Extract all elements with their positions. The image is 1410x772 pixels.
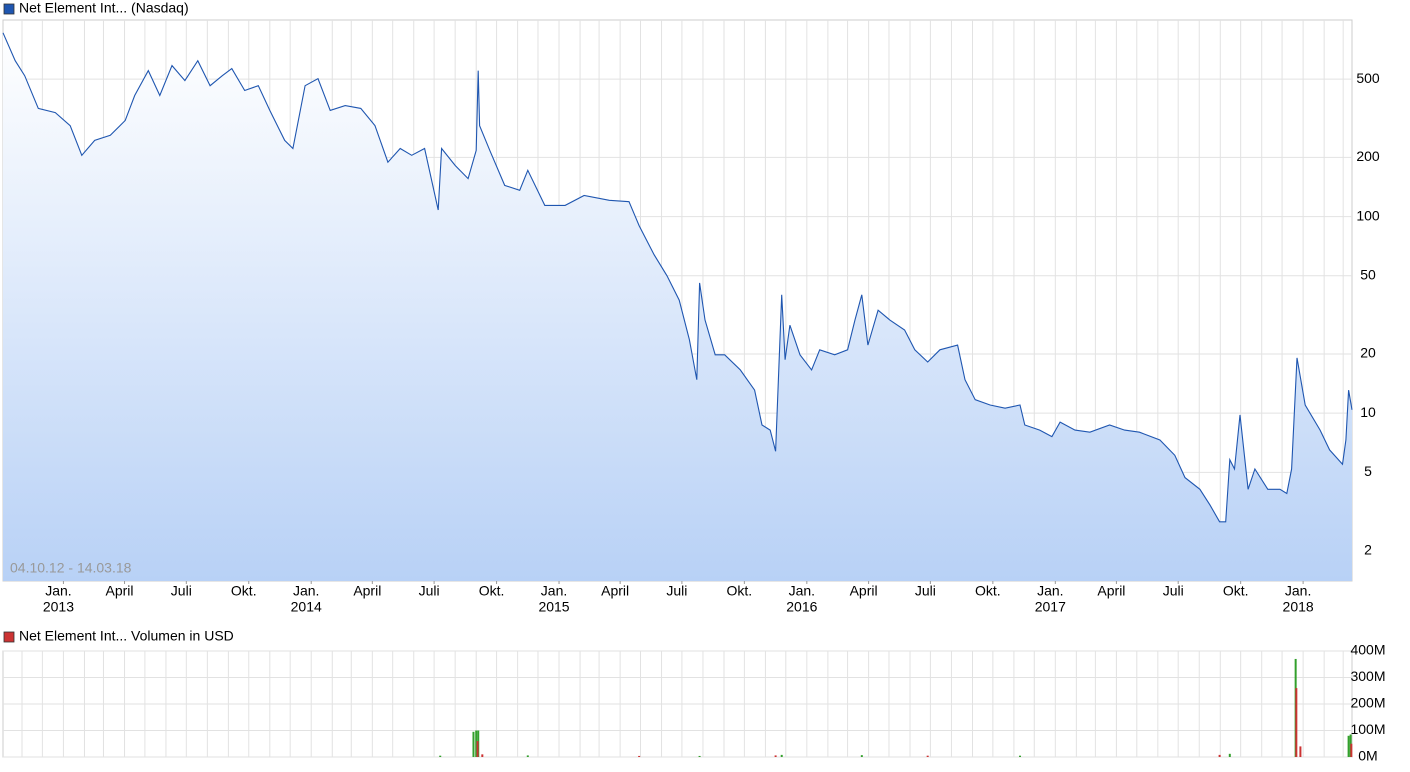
x-tick-label: April — [601, 583, 629, 599]
x-tick-label: April — [106, 583, 134, 599]
x-tick-label: Okt. — [479, 583, 505, 599]
x-tick-label: Jan. — [293, 583, 319, 599]
y-tick-label: 200 — [1356, 148, 1380, 164]
x-year-label: 2015 — [538, 599, 569, 615]
x-tick-label: Juli — [419, 583, 440, 599]
x-year-label: 2013 — [43, 599, 74, 615]
volume-bar — [774, 755, 777, 757]
volume-bar — [638, 755, 641, 757]
volume-bar — [926, 755, 929, 757]
y-tick-label: 2 — [1364, 541, 1372, 557]
volume-bar — [481, 754, 484, 757]
volume-bar — [526, 755, 529, 757]
x-tick-label: Jan. — [1285, 583, 1311, 599]
volume-bar — [1228, 753, 1231, 757]
y-tick-label: 5 — [1364, 463, 1372, 479]
y-tick-label: 50 — [1360, 266, 1376, 282]
y-tick-label: 500 — [1356, 70, 1380, 86]
y-tick-label: 300M — [1350, 668, 1385, 684]
chart-title: Net Element Int... Volumen in USD — [19, 628, 234, 644]
x-tick-label: April — [850, 583, 878, 599]
y-tick-label: 100 — [1356, 207, 1380, 223]
y-tick-label: 0M — [1358, 748, 1377, 764]
legend-swatch — [3, 631, 15, 643]
x-tick-label: Okt. — [975, 583, 1001, 599]
area-fill — [3, 32, 1352, 582]
x-tick-label: Okt. — [231, 583, 257, 599]
volume-bar — [476, 741, 479, 757]
x-tick-label: Jan. — [789, 583, 815, 599]
x-year-label: 2017 — [1035, 599, 1066, 615]
volume-bar — [1295, 688, 1298, 757]
legend-swatch — [3, 3, 15, 15]
x-tick-label: April — [353, 583, 381, 599]
x-tick-label: Juli — [666, 583, 687, 599]
volume-bar — [1299, 746, 1302, 757]
y-tick-label: 20 — [1360, 345, 1376, 361]
y-tick-label: 10 — [1360, 404, 1376, 420]
x-year-label: 2018 — [1283, 599, 1314, 615]
x-tick-label: Juli — [915, 583, 936, 599]
date-range: 04.10.12 - 14.03.18 — [10, 560, 132, 576]
volume-bar — [698, 755, 701, 757]
x-tick-label: Okt. — [727, 583, 753, 599]
volume-bar — [780, 754, 783, 757]
x-tick-label: Jan. — [1037, 583, 1063, 599]
x-year-label: 2014 — [291, 599, 322, 615]
y-tick-label: 400M — [1350, 642, 1385, 658]
volume-bar — [860, 755, 863, 757]
x-tick-label: April — [1097, 583, 1125, 599]
x-tick-label: Jan. — [541, 583, 567, 599]
price-line — [2, 32, 1353, 523]
x-year-label: 2016 — [786, 599, 817, 615]
volume-bar — [1218, 754, 1221, 757]
volume-bar — [439, 755, 442, 757]
y-tick-label: 200M — [1350, 695, 1385, 711]
x-tick-label: Jan. — [45, 583, 71, 599]
x-tick-label: Juli — [171, 583, 192, 599]
volume-bar — [475, 730, 478, 757]
x-tick-label: Okt. — [1223, 583, 1249, 599]
volume-bar — [1347, 735, 1350, 757]
volume-bar — [1350, 743, 1353, 757]
volume-bar — [1019, 755, 1022, 757]
x-tick-label: Juli — [1163, 583, 1184, 599]
chart-title: Net Element Int... (Nasdaq) — [19, 0, 189, 16]
y-tick-label: 100M — [1350, 721, 1385, 737]
volume-bar — [472, 731, 475, 757]
